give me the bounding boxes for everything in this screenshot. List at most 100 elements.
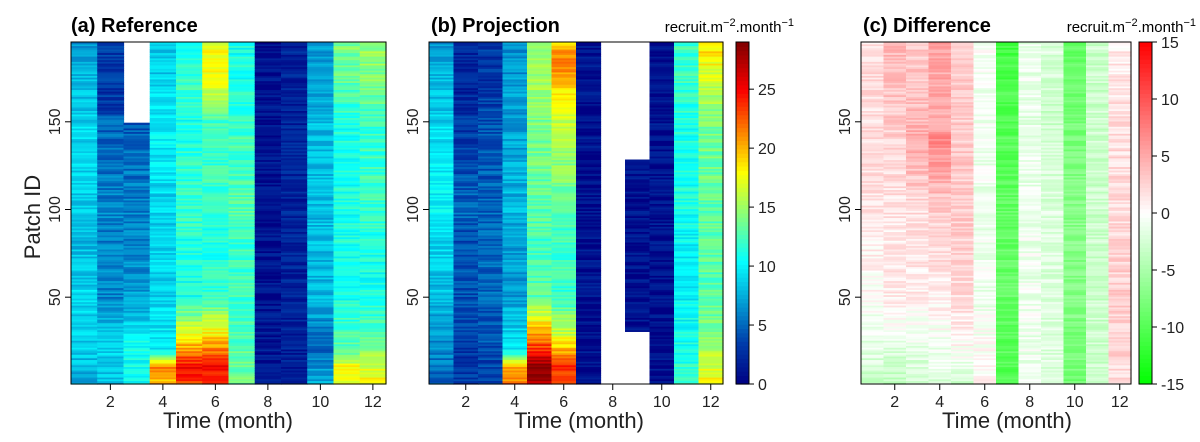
heatmap-cell (202, 338, 230, 341)
heatmap-cell (97, 355, 125, 359)
heatmap-cell (359, 338, 387, 341)
heatmap-cell (698, 141, 724, 145)
heatmap-cell (228, 298, 256, 301)
heatmap-cell (576, 285, 602, 289)
heatmap-cell (527, 319, 553, 322)
heatmap-cell (176, 210, 203, 213)
heatmap-cell (228, 382, 256, 385)
heatmap-cell (906, 57, 930, 61)
heatmap-cell (307, 212, 335, 215)
heatmap-cell (202, 250, 230, 254)
heatmap-cell (202, 71, 230, 75)
heatmap-cell (861, 185, 885, 189)
heatmap-cell (228, 233, 256, 236)
heatmap-cell (254, 278, 282, 282)
heatmap-cell (453, 292, 479, 296)
heatmap-cell (281, 131, 308, 134)
heatmap-cell (202, 380, 230, 383)
heatmap-cell (527, 243, 553, 247)
heatmap-cell (281, 382, 308, 385)
heatmap-cell (429, 201, 455, 204)
heatmap-cell (906, 310, 930, 313)
heatmap-cell (123, 152, 151, 155)
heatmap-cell (551, 103, 577, 106)
heatmap-cell (478, 234, 504, 238)
heatmap-cell (861, 266, 885, 269)
heatmap-cell (254, 64, 282, 68)
heatmap-cell (97, 254, 125, 257)
heatmap-cell (883, 270, 907, 273)
heatmap-cell (674, 166, 700, 169)
heatmap-cell (429, 352, 455, 355)
heatmap-cell (453, 364, 479, 368)
heatmap-cell (861, 98, 885, 101)
heatmap-cell (576, 291, 602, 294)
heatmap-cell (674, 57, 700, 61)
heatmap-cell (359, 361, 387, 364)
heatmap-cell (307, 303, 335, 306)
heatmap-cell (698, 189, 724, 192)
heatmap-cell (281, 164, 308, 168)
heatmap-cell (527, 119, 553, 122)
heatmap-cell (123, 308, 151, 311)
heatmap-cell (149, 259, 177, 262)
heatmap-cell (906, 306, 930, 310)
heatmap-cell (674, 366, 700, 369)
heatmap-cell (674, 375, 700, 378)
heatmap-cell (861, 275, 885, 278)
heatmap-cell (883, 105, 907, 108)
heatmap-cell (674, 141, 700, 145)
heatmap-cell (254, 262, 282, 266)
heatmap-cell (453, 143, 479, 147)
heatmap-cell (551, 299, 577, 303)
heatmap-cell (359, 136, 387, 140)
heatmap-cell (698, 206, 724, 210)
heatmap-cell (149, 362, 177, 366)
heatmap-cell (97, 201, 125, 204)
heatmap-cell (906, 362, 930, 366)
heatmap-cell (625, 198, 651, 201)
heatmap-cell (228, 170, 256, 173)
heatmap-cell (149, 231, 177, 234)
heatmap-cell (97, 296, 125, 299)
heatmap-cell (123, 129, 151, 133)
heatmap-cell (502, 231, 528, 234)
heatmap-cell (254, 208, 282, 211)
heatmap-cell (202, 148, 230, 152)
heatmap-cell (502, 298, 528, 301)
heatmap-cell (576, 362, 602, 366)
heatmap-cell (502, 143, 528, 147)
heatmap-cell (281, 143, 308, 147)
heatmap-cell (281, 366, 308, 369)
heatmap-cell (453, 282, 479, 285)
heatmap-cell (281, 120, 308, 124)
heatmap-cell (576, 157, 602, 161)
heatmap-cell (502, 305, 528, 308)
heatmap-cell (429, 182, 455, 185)
heatmap-cell (71, 284, 98, 287)
heatmap-cell (576, 171, 602, 175)
heatmap-cell (333, 294, 361, 297)
heatmap-cell (527, 280, 553, 283)
heatmap-cell (674, 336, 700, 339)
heatmap-cell (906, 138, 930, 141)
heatmap-cell (649, 208, 675, 211)
heatmap-cell (861, 45, 885, 48)
heatmap-cell (307, 368, 335, 371)
heatmap-cell (429, 170, 455, 173)
heatmap-cell (453, 124, 479, 127)
heatmap-cell (149, 361, 177, 364)
heatmap-cell (906, 248, 930, 252)
heatmap-cell (649, 219, 675, 222)
heatmap-cell (453, 354, 479, 357)
heatmap-cell (71, 285, 98, 289)
heatmap-cell (228, 268, 256, 271)
heatmap-cell (281, 161, 308, 164)
heatmap-cell (202, 119, 230, 122)
heatmap-cell (71, 80, 98, 83)
heatmap-cell (254, 105, 282, 108)
heatmap-cell (502, 115, 528, 119)
heatmap-cell (576, 178, 602, 182)
heatmap-cell (674, 189, 700, 192)
heatmap-cell (202, 373, 230, 376)
